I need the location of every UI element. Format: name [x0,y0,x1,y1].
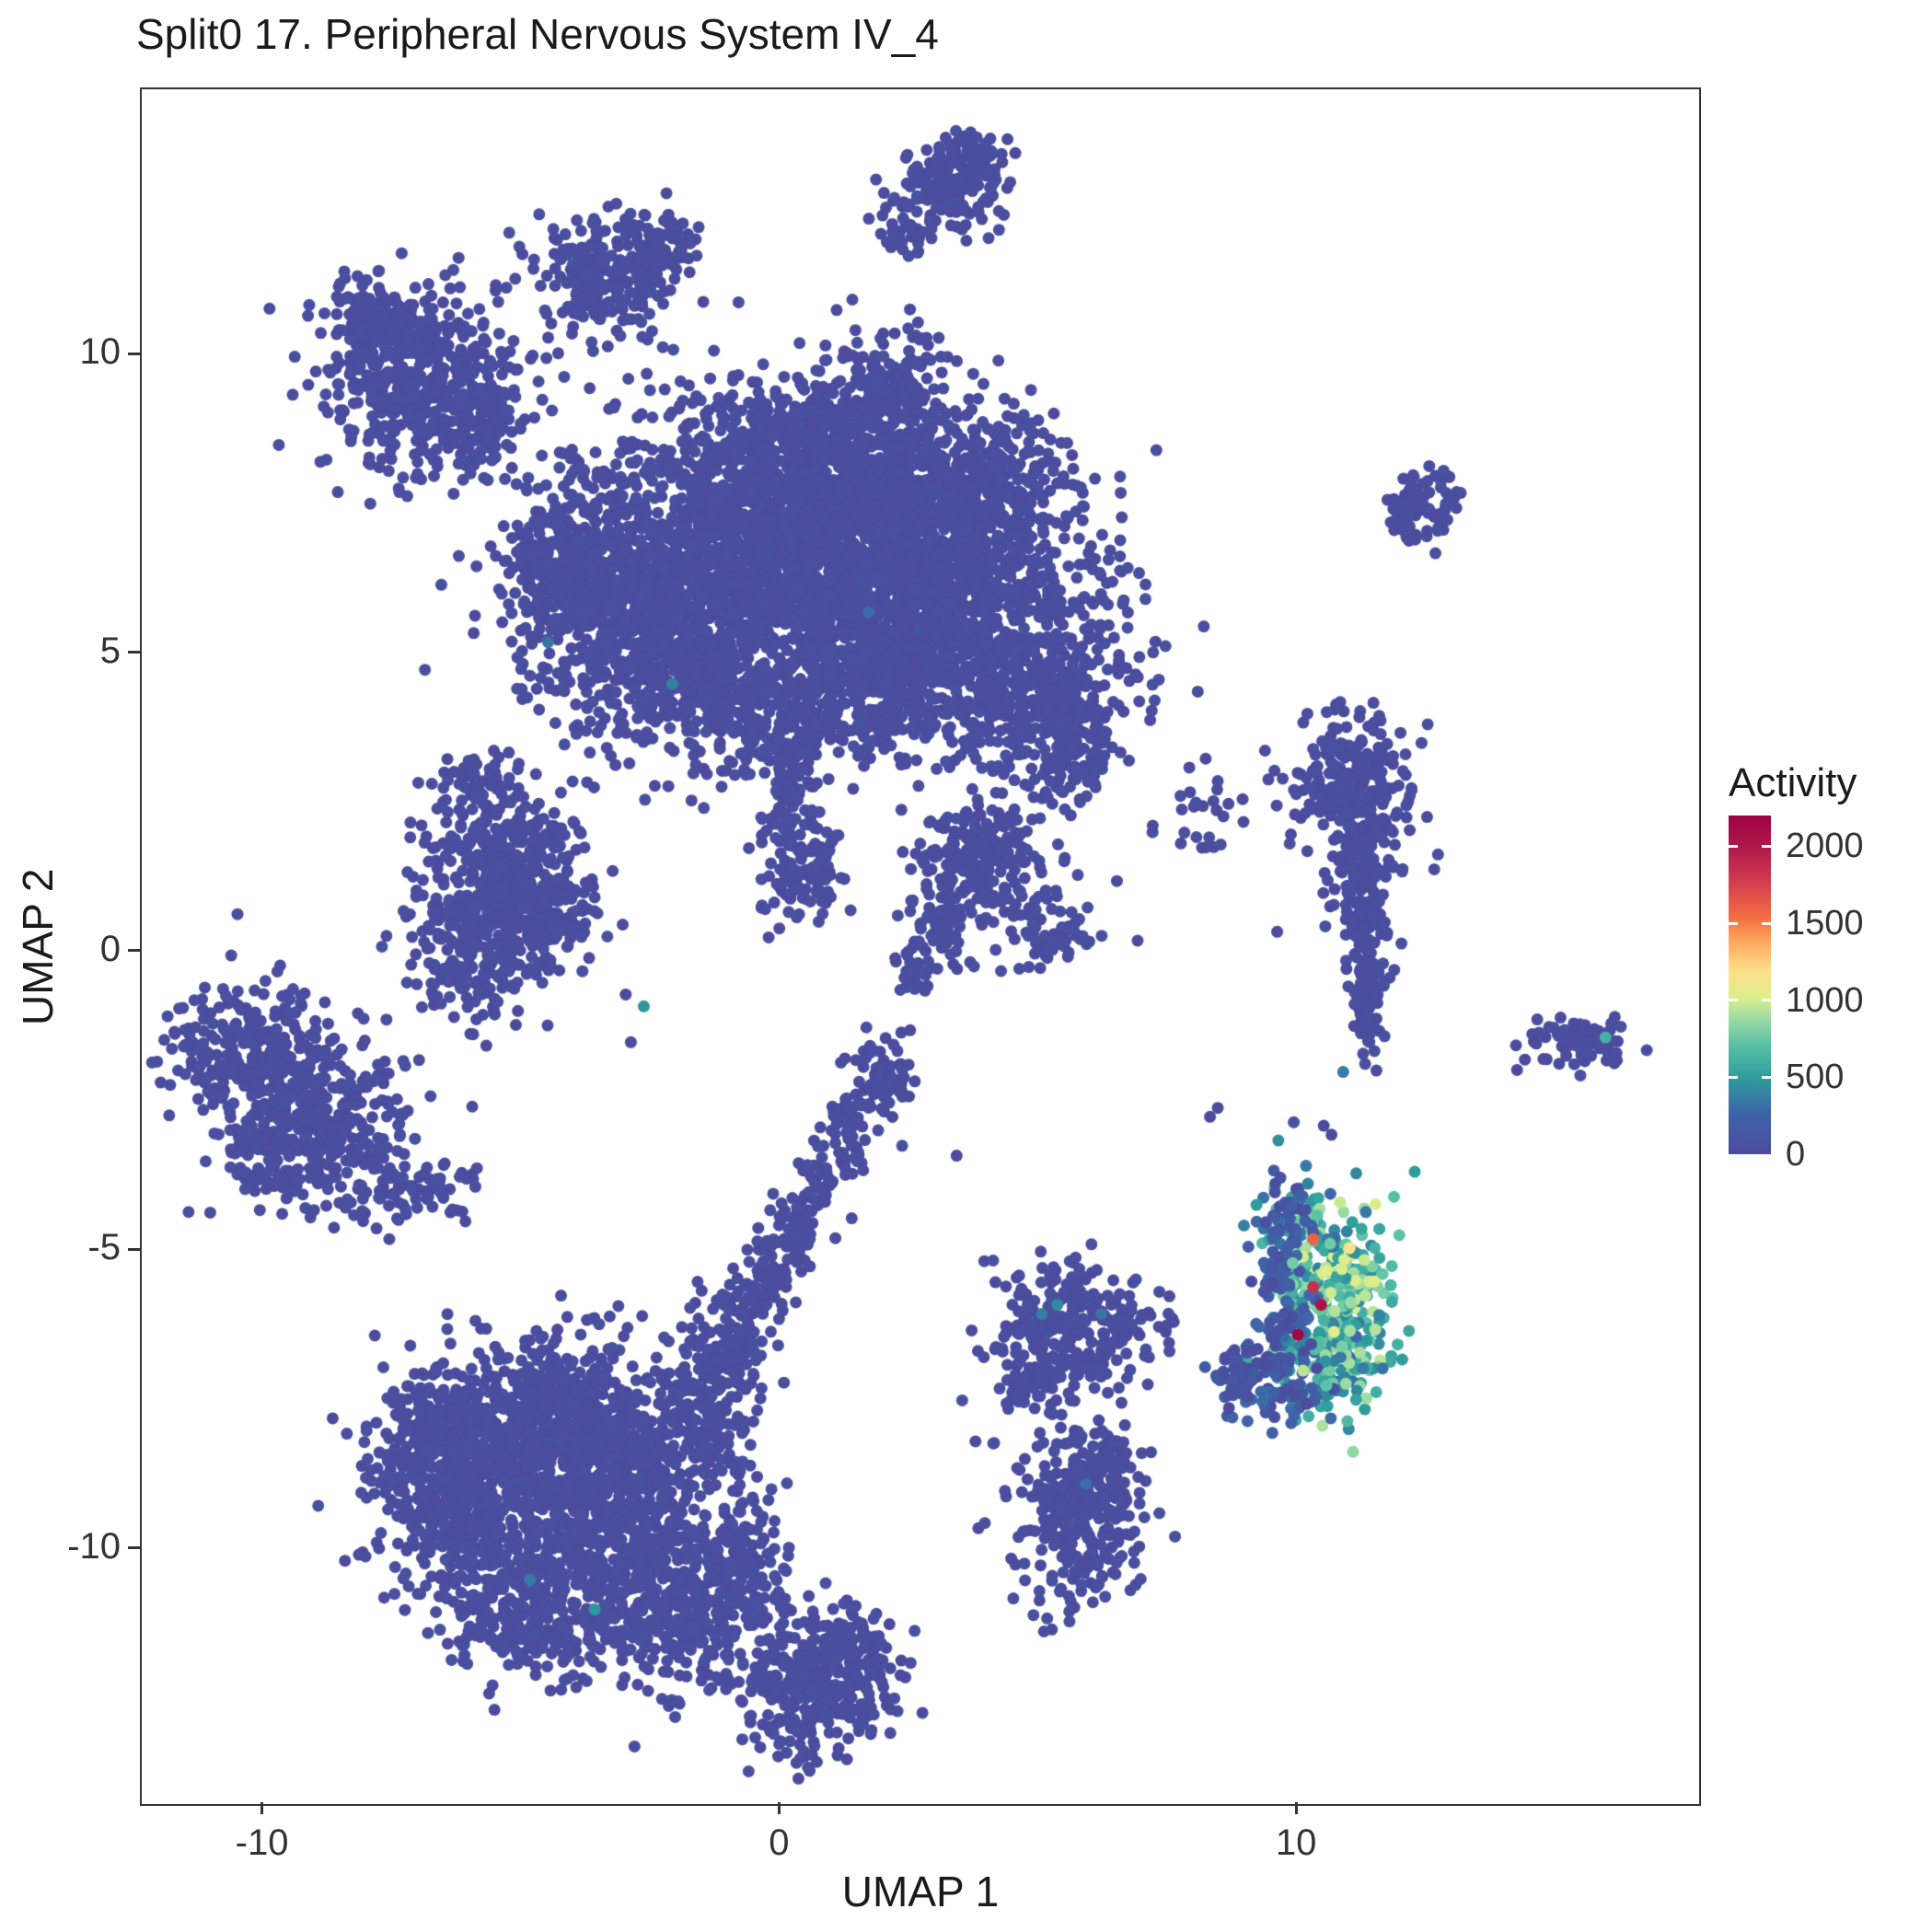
legend-title: Activity [1729,760,1857,805]
legend-tick-mark [1729,921,1738,925]
legend-tick-mark [1729,1075,1738,1079]
legend-tick-label: 1500 [1786,904,1864,943]
legend-tick-mark [1762,921,1771,925]
y-tick-label: -10 [67,1525,121,1567]
x-axis-title: UMAP 1 [841,1868,1000,1915]
legend-tick-label: 0 [1786,1135,1806,1174]
legend-tick-mark [1762,844,1771,848]
y-tick-label: 10 [79,331,121,373]
y-tick-mark [128,651,140,654]
x-tick-label: 0 [769,1822,790,1863]
y-tick-mark [128,949,140,953]
y-tick-label: -5 [87,1227,121,1268]
y-axis-title: UMAP 2 [14,868,62,1025]
y-tick-label: 5 [99,630,121,671]
y-tick-mark [128,1247,140,1251]
legend-tick-mark [1729,844,1738,848]
legend-tick-mark [1729,999,1738,1002]
legend-colorbar [1729,816,1771,1154]
legend-tick-mark [1762,999,1771,1002]
legend-tick-label: 2000 [1786,827,1864,866]
legend-tick-label: 500 [1786,1058,1845,1097]
chart-title: Split0 17. Peripheral Nervous System IV_… [136,10,939,58]
plot-panel [140,87,1701,1806]
x-tick-label: -10 [235,1822,289,1863]
x-tick-label: 10 [1275,1822,1317,1863]
legend-tick-label: 1000 [1786,980,1864,1020]
y-tick-mark [128,352,140,355]
x-tick-mark [777,1802,781,1814]
x-tick-mark [1294,1802,1298,1814]
y-tick-mark [128,1546,140,1550]
x-tick-mark [260,1802,264,1814]
y-tick-label: 0 [99,928,121,969]
legend-tick-mark [1762,1075,1771,1079]
scatter-canvas [142,89,1699,1804]
